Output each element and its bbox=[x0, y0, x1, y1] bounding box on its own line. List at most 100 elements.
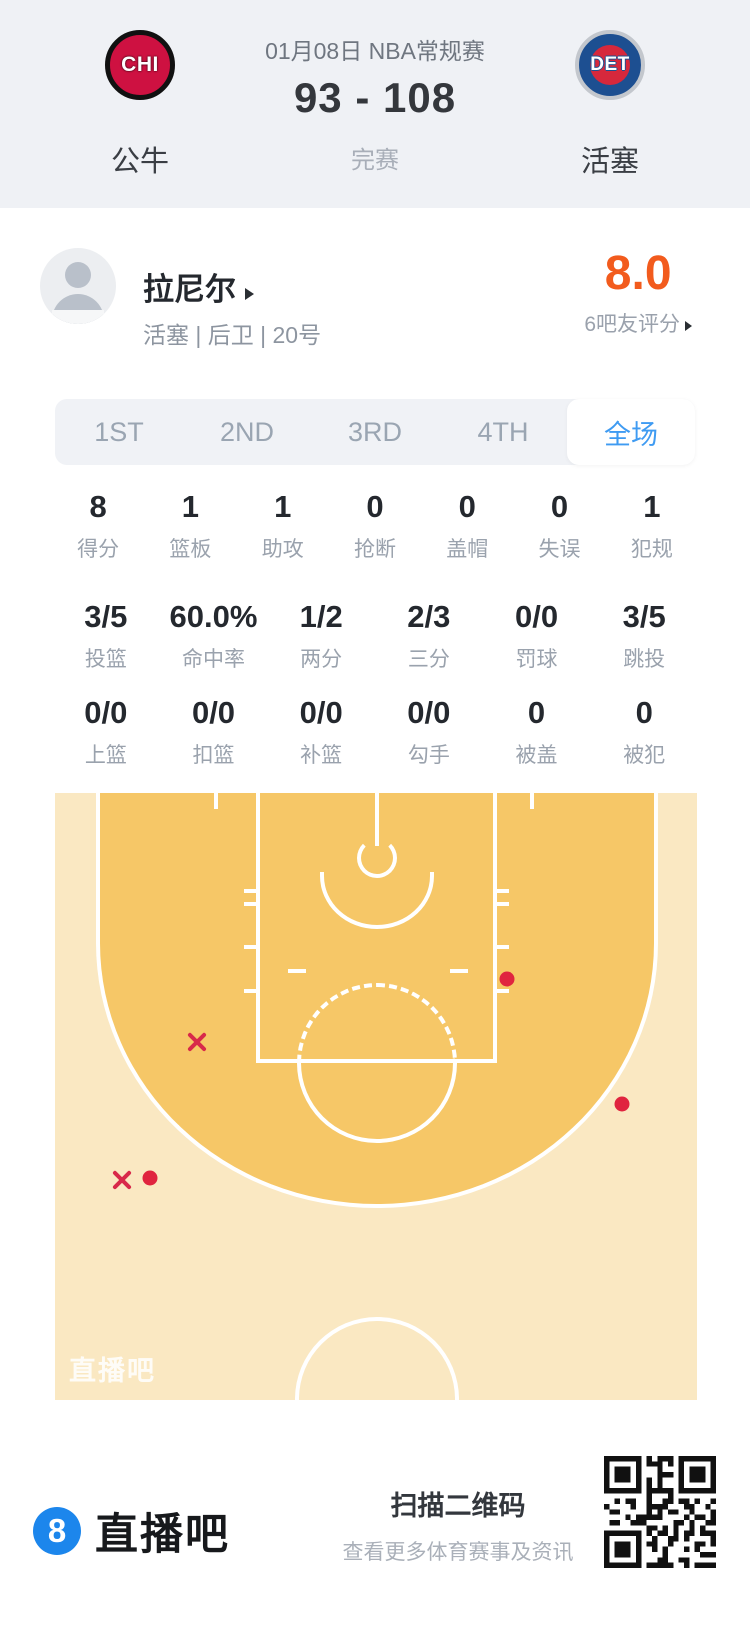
stat-label: 上篮 bbox=[84, 744, 127, 767]
stat-value: 1 bbox=[643, 489, 661, 524]
shots-layer bbox=[55, 793, 697, 1400]
shot-made-marker bbox=[499, 971, 515, 987]
stat-篮板: 1 篮板 bbox=[144, 490, 236, 563]
lane-hash-mark bbox=[497, 889, 509, 893]
stat-label: 两分 bbox=[300, 648, 343, 671]
app-footer: 8 直播吧 扫描二维码 查看更多体育赛事及资讯 bbox=[0, 1402, 750, 1629]
match-score: 93 - 108 bbox=[293, 74, 457, 121]
stat-value: 0/0 bbox=[191, 695, 236, 730]
stat-value: 1/2 bbox=[299, 599, 343, 634]
basket-stanchion-line bbox=[375, 793, 379, 846]
stat-label: 助攻 bbox=[261, 538, 304, 561]
avatar-silhouette-head bbox=[65, 262, 91, 288]
stat-抢断: 0 抢断 bbox=[329, 490, 421, 563]
stat-命中率: 60.0% 命中率 bbox=[160, 600, 268, 673]
shot-made-marker bbox=[614, 1096, 630, 1112]
stat-label: 得分 bbox=[77, 538, 120, 561]
player-meta: 活塞 | 后卫 | 20号 bbox=[143, 322, 322, 348]
lane-hash-mark bbox=[497, 902, 509, 906]
tab-3RD[interactable]: 3RD bbox=[347, 416, 402, 447]
stat-label: 三分 bbox=[407, 648, 450, 671]
stat-label: 扣篮 bbox=[192, 744, 235, 767]
stat-助攻: 1 助攻 bbox=[237, 490, 329, 563]
stat-label: 命中率 bbox=[182, 648, 245, 671]
match-date: 01月08日 NBA常规赛 bbox=[265, 38, 485, 64]
stat-得分: 8 得分 bbox=[52, 490, 144, 563]
stat-value: 0 bbox=[527, 695, 546, 730]
stat-犯规: 1 犯规 bbox=[606, 490, 698, 563]
match-header: CHI 公牛 01月08日 NBA常规赛 93 - 108 完赛 DET 活塞 bbox=[0, 0, 750, 208]
lane-block-mark bbox=[288, 969, 306, 973]
avatar-silhouette-jersey bbox=[52, 310, 104, 324]
stat-跳投: 3/5 跳投 bbox=[590, 600, 698, 673]
stat-value: 0/0 bbox=[407, 695, 451, 730]
pistons-logo-core bbox=[590, 45, 630, 85]
stat-label: 跳投 bbox=[623, 648, 666, 671]
stat-value: 0/0 bbox=[514, 599, 559, 634]
stat-value: 0/0 bbox=[84, 695, 128, 730]
stat-label: 勾手 bbox=[407, 744, 450, 767]
stat-扣篮: 0/0 扣篮 bbox=[160, 696, 268, 769]
player-stats-card: 拉尼尔 活塞 | 后卫 | 20号 8.0 6吧友评分 1ST 2ND 3RD 4TH… bbox=[10, 208, 740, 1402]
baseline-tick bbox=[530, 793, 534, 809]
stat-value: 0 bbox=[366, 489, 384, 524]
bulls-logo-icon: CHI bbox=[105, 30, 175, 100]
rating-value: 8.0 bbox=[604, 247, 672, 300]
stat-勾手: 0/0 勾手 bbox=[375, 696, 483, 769]
chevron-right-icon bbox=[685, 321, 692, 331]
match-status: 完赛 bbox=[351, 147, 399, 174]
lane-hash-mark bbox=[497, 989, 509, 993]
stat-label: 犯规 bbox=[630, 538, 673, 561]
rating-note: 6吧友评分 bbox=[584, 308, 692, 338]
bulls-logo-abbr: CHI bbox=[121, 53, 159, 76]
team-away-name: 活塞 bbox=[580, 146, 639, 178]
stat-失误: 0 失误 bbox=[513, 490, 605, 563]
stat-value: 3/5 bbox=[84, 599, 128, 634]
court-watermark: 直播吧 bbox=[69, 1356, 156, 1386]
shot-chart-court: 直播吧 bbox=[55, 793, 697, 1400]
rating-box[interactable]: 8.0 6吧友评分 bbox=[584, 248, 692, 338]
team-home[interactable]: CHI 公牛 bbox=[80, 30, 200, 180]
baseline-tick bbox=[214, 793, 218, 809]
tab-1ST[interactable]: 1ST bbox=[94, 416, 144, 447]
tab-全场[interactable]: 全场 bbox=[567, 399, 695, 465]
stat-投篮: 3/5 投篮 bbox=[52, 600, 160, 673]
tab-4TH[interactable]: 4TH bbox=[477, 416, 529, 447]
shot-missed-marker bbox=[187, 1032, 207, 1052]
stat-补篮: 0/0 补篮 bbox=[267, 696, 375, 769]
stat-value: 60.0% bbox=[169, 599, 258, 634]
tab-2ND[interactable]: 2ND bbox=[219, 416, 274, 447]
player-name-text: 拉尼尔 bbox=[143, 272, 236, 307]
stat-label: 投篮 bbox=[84, 648, 127, 671]
quarter-tabs: 1ST 2ND 3RD 4TH 全场 bbox=[55, 399, 695, 465]
stat-被犯: 0 被犯 bbox=[590, 696, 698, 769]
stat-罚球: 0/0 罚球 bbox=[483, 600, 591, 673]
stat-value: 0 bbox=[550, 489, 569, 524]
stat-两分: 1/2 两分 bbox=[267, 600, 375, 673]
zhibo8-logo-icon: 8 bbox=[33, 1507, 81, 1555]
pistons-logo-icon: DET bbox=[575, 30, 645, 100]
stat-value: 2/3 bbox=[407, 599, 451, 634]
shot-made-marker bbox=[142, 1170, 158, 1186]
stat-label: 抢断 bbox=[353, 538, 396, 561]
stat-value: 0 bbox=[635, 695, 653, 730]
lane-hash-mark bbox=[244, 902, 256, 906]
chevron-right-icon bbox=[245, 288, 254, 300]
stat-value: 1 bbox=[181, 489, 200, 524]
player-avatar[interactable] bbox=[40, 248, 116, 324]
stat-三分: 2/3 三分 bbox=[375, 600, 483, 673]
qr-subtitle: 查看更多体育赛事及资讯 bbox=[342, 1541, 574, 1564]
zhibo8-logo-text: 直播吧 bbox=[95, 1511, 230, 1559]
stat-value: 0/0 bbox=[299, 695, 343, 730]
lane-hash-mark bbox=[497, 945, 509, 949]
team-away[interactable]: DET 活塞 bbox=[550, 30, 670, 180]
stat-value: 1 bbox=[274, 489, 292, 524]
stats-row-shooting: 3/5 投篮 60.0% 命中率 1/2 两分 2/3 三分 0/0 罚球 3/5 跳投 bbox=[52, 600, 698, 673]
lane-hash-mark bbox=[244, 889, 256, 893]
stat-value: 0 bbox=[458, 489, 476, 524]
stat-value: 8 bbox=[89, 489, 107, 524]
stat-盖帽: 0 盖帽 bbox=[421, 490, 513, 563]
stats-row-main: 8 得分 1 篮板 1 助攻 0 抢断 0 盖帽 0 失误 1 犯规 bbox=[52, 490, 698, 563]
player-name[interactable]: 拉尼尔 bbox=[143, 264, 254, 309]
